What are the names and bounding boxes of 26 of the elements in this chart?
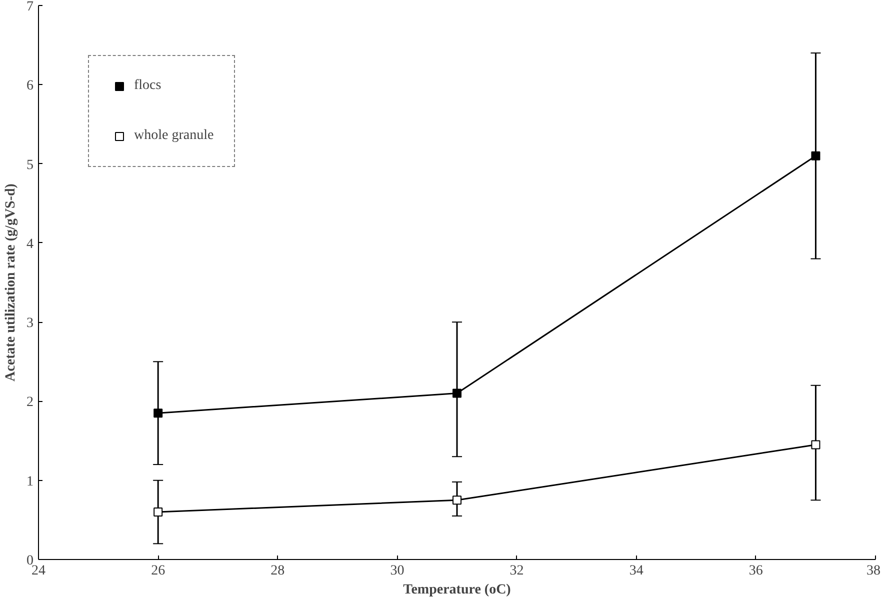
y-tick-label: 7 [26,0,34,14]
x-tick-label: 34 [629,564,644,578]
x-tick-label: 38 [866,564,880,578]
point [154,508,163,517]
y-tick-label: 5 [26,158,34,173]
x-tick-label: 24 [32,564,46,578]
point [452,388,462,398]
y-tick-label: 4 [26,236,34,252]
y-tick-label: 6 [26,78,34,94]
y-axis-title: Acetate utilization rate (g/gVS-d) [4,183,18,382]
legend-label: flocs [134,78,162,94]
point [154,408,163,418]
point [452,496,462,505]
point [811,440,820,450]
x-tick-label: 28 [270,564,285,578]
point [811,151,820,160]
x-axis-title: Temperature (oC) [403,582,512,598]
x-tick-label: 36 [748,564,763,578]
y-tick-label: 1 [26,474,34,490]
x-tick-label: 26 [151,564,166,578]
y-tick-label: 3 [26,316,34,332]
y-tick-label: 0 [26,554,34,568]
legend-label: whole granule [134,128,214,144]
x-tick-label: 32 [510,564,524,578]
x-tick-label: 30 [390,564,404,578]
y-tick-label: 2 [26,395,34,410]
